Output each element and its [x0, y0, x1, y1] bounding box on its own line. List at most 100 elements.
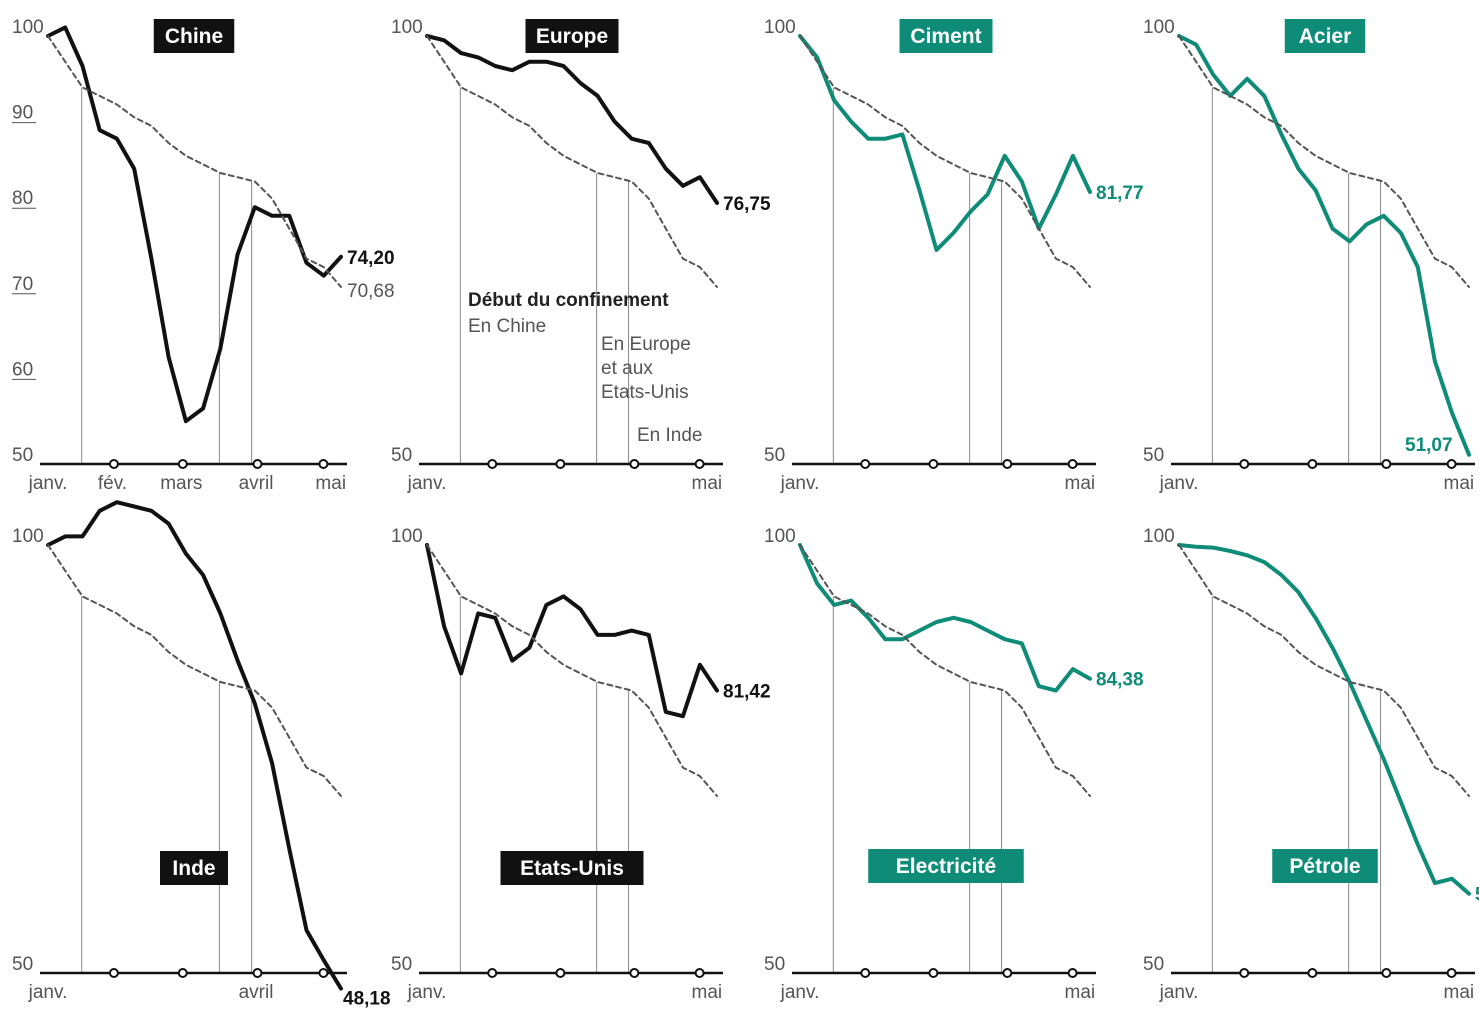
y-tick-label: 100: [764, 17, 796, 38]
reference-end-label: 70,68: [347, 281, 395, 302]
panel-title: Acier: [1299, 25, 1352, 48]
x-tick-label: janv.: [780, 982, 820, 1003]
y-tick-label: 50: [12, 445, 33, 466]
month-marker: [1381, 459, 1392, 469]
reference-line: [426, 544, 718, 797]
y-tick-label: 100: [12, 17, 44, 38]
lockdown-annotation: Début du confinement En Chine En Europe et …: [468, 290, 703, 446]
panel-acier: 100 50 janv. mai 51,07 Acier: [1143, 17, 1475, 494]
panel-etats-unis: 100 50 janv. mai 81,42 Etats-Unis: [391, 526, 771, 1003]
x-tick-label: mai: [315, 473, 346, 494]
panel-p-trole: 100 50 janv. mai 59,26 Pétrole: [1143, 526, 1479, 1003]
y-tick-label: 100: [12, 526, 44, 547]
x-tick-label: janv.: [1159, 473, 1199, 494]
reference-line: [1178, 35, 1470, 288]
panel-ciment: 100 50 janv. mai 81,77 Ciment: [764, 17, 1144, 494]
series-line: [1177, 34, 1471, 457]
y-tick-label: 90: [12, 103, 33, 124]
annotation-heading: Début du confinement: [468, 290, 669, 311]
annotation-india: En Inde: [637, 425, 703, 446]
series-line: [46, 25, 343, 424]
month-marker: [860, 459, 871, 469]
series-end-label: 84,38: [1096, 670, 1144, 691]
series-line: [46, 500, 343, 991]
title-badge: [868, 849, 1024, 883]
title-badge: [1272, 849, 1378, 883]
month-marker: [318, 968, 329, 978]
panel-inde: 100 50 janv. avril 48,18 Inde: [12, 500, 391, 1010]
series-line: [425, 34, 719, 205]
annotation-europe-us: et aux: [601, 358, 653, 379]
month-marker: [629, 459, 640, 469]
month-marker: [1446, 459, 1457, 469]
month-marker: [1002, 459, 1013, 469]
panel-electricit-: 100 50 janv. mai 84,38 Electricité: [764, 526, 1144, 1003]
month-marker: [694, 968, 705, 978]
series-line: [798, 543, 1092, 693]
y-tick-label: 50: [1143, 954, 1164, 975]
series-line: [798, 34, 1092, 252]
month-marker: [1002, 968, 1013, 978]
month-marker: [487, 968, 498, 978]
annotation-europe-us: Etats-Unis: [601, 382, 689, 403]
y-tick-label: 50: [1143, 445, 1164, 466]
month-marker: [694, 459, 705, 469]
month-marker: [108, 968, 119, 978]
series-end-label: 48,18: [343, 989, 391, 1010]
y-tick-label: 70: [12, 274, 33, 295]
panel-title: Chine: [165, 25, 223, 48]
y-tick-label: 50: [764, 954, 785, 975]
y-tick-label: 50: [764, 445, 785, 466]
month-marker: [487, 459, 498, 469]
series-end-label: 81,77: [1096, 183, 1144, 204]
y-tick-label: 60: [12, 359, 33, 380]
x-tick-label: mai: [692, 982, 723, 1003]
y-tick-label: 100: [391, 526, 423, 547]
x-tick-label: janv.: [780, 473, 820, 494]
x-tick-label: mai: [1065, 982, 1096, 1003]
series-line: [1177, 543, 1471, 896]
reference-line: [799, 35, 1091, 288]
series-end-label: 76,75: [723, 194, 771, 215]
series-end-label: 74,20: [347, 248, 395, 269]
month-marker: [1381, 968, 1392, 978]
y-tick-label: 100: [391, 17, 423, 38]
month-marker: [1307, 968, 1318, 978]
month-marker: [928, 459, 939, 469]
month-marker: [860, 968, 871, 978]
month-marker: [252, 968, 263, 978]
panel-title: Electricité: [896, 855, 996, 878]
panel-title: Europe: [536, 25, 608, 48]
month-marker: [1067, 459, 1078, 469]
month-marker: [177, 968, 188, 978]
panel-title: Ciment: [910, 25, 981, 48]
month-marker: [1446, 968, 1457, 978]
x-tick-label: mai: [1444, 473, 1475, 494]
reference-line: [799, 544, 1091, 797]
title-badge: [153, 19, 235, 53]
title-badge: [899, 19, 993, 53]
y-tick-label: 50: [12, 954, 33, 975]
y-tick-label: 100: [1143, 17, 1175, 38]
y-tick-label: 80: [12, 188, 33, 209]
month-marker: [928, 968, 939, 978]
panel-title: Etats-Unis: [520, 857, 624, 880]
month-marker: [1307, 459, 1318, 469]
x-tick-label: mai: [1065, 473, 1096, 494]
x-tick-label: janv.: [28, 473, 68, 494]
month-marker: [1239, 459, 1250, 469]
x-tick-label: avril: [239, 982, 274, 1003]
x-tick-label: janv.: [1159, 982, 1199, 1003]
month-marker: [555, 968, 566, 978]
reference-line: [1178, 544, 1470, 797]
x-tick-label: janv.: [407, 982, 447, 1003]
series-end-label: 81,42: [723, 682, 771, 703]
x-tick-label: mars: [160, 473, 202, 494]
title-badge: [525, 19, 619, 53]
reference-line: [47, 35, 342, 288]
title-badge: [1284, 19, 1366, 53]
month-marker: [177, 459, 188, 469]
month-marker: [555, 459, 566, 469]
reference-line: [47, 544, 342, 797]
